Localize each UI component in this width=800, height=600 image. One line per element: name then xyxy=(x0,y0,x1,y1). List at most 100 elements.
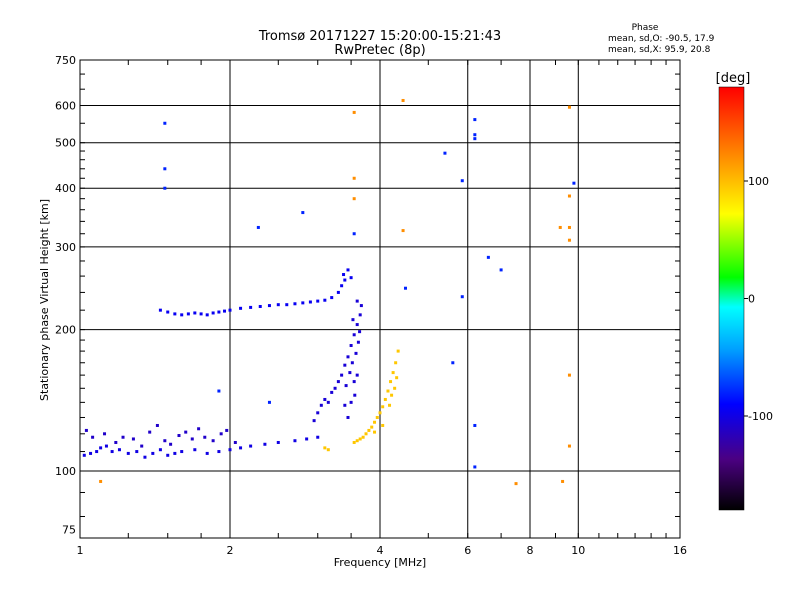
data-point xyxy=(358,313,362,317)
y-tick-label: 400 xyxy=(55,182,76,195)
data-point xyxy=(352,110,356,114)
chart-title: Tromsø 20171227 15:20:00-15:21:43 xyxy=(258,29,501,44)
data-point xyxy=(381,423,385,427)
x-tick-label: 2 xyxy=(227,544,234,557)
data-point xyxy=(330,296,334,300)
data-point xyxy=(301,301,305,305)
stats-o-line: mean, sd,O: -90.5, 17.9 xyxy=(608,34,715,44)
data-point xyxy=(381,405,385,409)
x-tick-label: 8 xyxy=(527,544,534,557)
data-point xyxy=(173,451,177,455)
data-point xyxy=(166,310,170,314)
data-point xyxy=(193,311,197,315)
x-tick-label: 4 xyxy=(377,544,384,557)
data-point xyxy=(256,225,260,229)
data-point xyxy=(126,451,130,455)
data-points xyxy=(82,98,576,486)
data-point xyxy=(451,361,455,365)
data-point xyxy=(342,273,346,277)
data-point xyxy=(184,430,188,434)
data-point xyxy=(567,444,571,448)
data-point xyxy=(211,311,215,315)
data-point xyxy=(396,349,400,353)
data-point xyxy=(567,373,571,377)
data-point xyxy=(316,435,320,439)
data-point xyxy=(352,232,356,236)
data-point xyxy=(158,308,162,312)
data-point xyxy=(389,380,393,384)
x-tick-label: 16 xyxy=(673,544,687,557)
data-point xyxy=(350,361,354,365)
data-point xyxy=(217,450,221,454)
data-point xyxy=(352,176,356,180)
data-point xyxy=(572,181,576,185)
data-point xyxy=(352,440,356,444)
y-tick-label: 600 xyxy=(55,100,76,113)
data-point xyxy=(340,284,344,288)
data-point xyxy=(95,450,99,454)
data-point xyxy=(91,435,95,439)
data-point xyxy=(352,333,356,337)
data-point xyxy=(395,376,399,380)
data-point xyxy=(103,432,107,436)
data-point xyxy=(180,313,184,317)
data-point xyxy=(308,300,312,304)
data-point xyxy=(355,439,359,443)
stats-title: Phase xyxy=(632,23,659,33)
data-point xyxy=(293,302,297,306)
data-point xyxy=(486,255,490,259)
data-point xyxy=(135,450,139,454)
data-point xyxy=(356,340,360,344)
data-point xyxy=(352,380,356,384)
data-point xyxy=(99,479,103,483)
y-tick-label: 750 xyxy=(55,54,76,67)
x-tick-label: 6 xyxy=(464,544,471,557)
data-point xyxy=(567,194,571,198)
data-point xyxy=(370,425,374,429)
data-point xyxy=(163,186,167,190)
data-point xyxy=(186,312,190,316)
x-axis-label: Frequency [MHz] xyxy=(334,556,426,569)
data-point xyxy=(348,371,352,375)
y-axis-label: Stationary phase Virtual Height [km] xyxy=(38,199,51,401)
colorbar-tick-label: -100 xyxy=(748,410,773,423)
data-point xyxy=(223,309,227,313)
data-point xyxy=(163,167,167,171)
data-point xyxy=(473,423,477,427)
data-point xyxy=(82,453,86,457)
data-point xyxy=(312,419,316,423)
data-point xyxy=(166,453,170,457)
data-point xyxy=(117,448,121,452)
data-point xyxy=(473,133,477,137)
data-point xyxy=(319,403,323,407)
data-point xyxy=(205,451,209,455)
data-point xyxy=(375,415,379,419)
data-point xyxy=(473,465,477,469)
data-point xyxy=(386,389,390,393)
data-point xyxy=(326,448,330,452)
data-point xyxy=(193,448,197,452)
data-point xyxy=(110,450,114,454)
data-point xyxy=(388,403,392,407)
data-point xyxy=(258,304,262,308)
data-point xyxy=(151,451,155,455)
data-point xyxy=(267,400,271,404)
data-point xyxy=(89,451,93,455)
y-tick-label: 500 xyxy=(55,137,76,150)
data-point xyxy=(355,323,359,327)
data-point xyxy=(217,389,221,393)
data-point xyxy=(378,411,382,415)
data-point xyxy=(354,351,358,355)
data-point xyxy=(276,303,280,307)
data-point xyxy=(443,151,447,155)
data-point xyxy=(190,437,194,441)
data-point xyxy=(219,432,223,436)
data-point xyxy=(393,386,397,390)
data-point xyxy=(358,330,362,334)
data-point xyxy=(343,278,347,282)
data-point xyxy=(228,448,232,452)
data-point xyxy=(323,298,327,302)
colorbar-tick-label: 0 xyxy=(748,293,755,306)
data-point xyxy=(239,446,243,450)
